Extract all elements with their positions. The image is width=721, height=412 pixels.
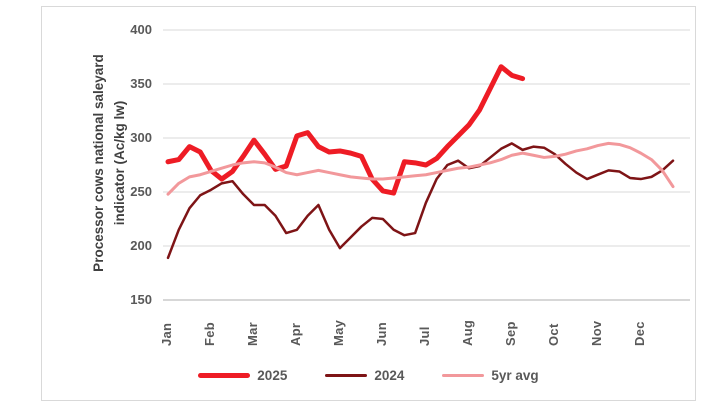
- x-tick-label-mar: Mar: [244, 321, 260, 346]
- legend-item-2024[interactable]: 2024: [325, 368, 404, 383]
- legend-line-swatch-5yr-avg: [442, 373, 485, 377]
- y-tick-label-200: 200: [130, 238, 152, 253]
- legend-line-swatch-2024: [325, 373, 368, 377]
- legend-line-swatch-2025: [198, 372, 251, 378]
- legend-item-2025[interactable]: 2025: [198, 368, 287, 383]
- y-tick-label-150: 150: [130, 292, 152, 307]
- x-tick-label-jan: Jan: [159, 322, 174, 346]
- x-tick-label-apr: Apr: [287, 322, 303, 346]
- x-tick-label-nov: Nov: [588, 320, 604, 346]
- chart-frame: [41, 6, 696, 401]
- y-tick-label-250: 250: [130, 184, 152, 199]
- x-tick-label-sep: Sep: [502, 321, 518, 346]
- legend: 2025 2024 5yr avg: [41, 360, 696, 390]
- x-tick-label-aug: Aug: [459, 319, 475, 346]
- legend-item-5yr-avg[interactable]: 5yr avg: [442, 367, 539, 383]
- series-line-5yr-avg: [166, 141, 675, 196]
- legend-label-5yr-avg: 5yr avg: [491, 367, 539, 383]
- x-tick-label-dec: Dec: [631, 321, 647, 346]
- x-tick-label-jun: Jun: [373, 321, 389, 346]
- x-tick-label-jul: Jul: [416, 326, 432, 346]
- legend-label-2025: 2025: [257, 367, 288, 383]
- y-tick-label-300: 300: [130, 130, 152, 145]
- x-tick-label-may: May: [330, 319, 346, 346]
- x-tick-label-oct: Oct: [545, 323, 561, 346]
- y-tick-label-400: 400: [130, 22, 152, 37]
- series-line-2024: [166, 142, 675, 260]
- series-line-2025: [165, 64, 526, 196]
- y-tick-label-350: 350: [130, 76, 152, 91]
- x-tick-label-feb: Feb: [201, 321, 217, 346]
- legend-label-2024: 2024: [374, 367, 405, 383]
